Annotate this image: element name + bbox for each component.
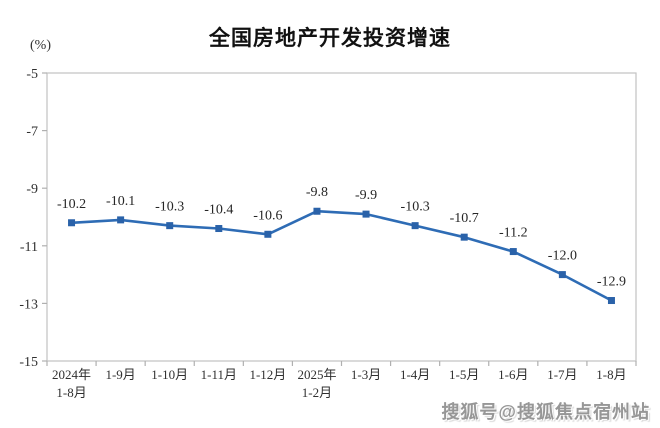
data-point-label: -10.2: [57, 197, 86, 212]
data-point-label: -10.6: [253, 208, 282, 223]
x-tick-label: 1-5月: [449, 367, 479, 382]
data-point-marker: [607, 297, 615, 305]
x-tick-label: 1-6月: [498, 367, 528, 382]
x-tick-label: 1-12月: [249, 367, 286, 382]
y-tick-label: -5: [26, 67, 38, 82]
data-point-marker: [264, 230, 272, 238]
y-axis-unit-label: (%): [30, 38, 51, 53]
data-point-marker: [411, 222, 419, 230]
data-point-marker: [68, 219, 76, 227]
x-tick-label: 1-10月: [151, 367, 188, 382]
data-point-label: -10.4: [204, 203, 233, 218]
x-tick-label: 1-7月: [547, 367, 577, 382]
data-point-label: -10.1: [106, 194, 135, 209]
x-tick-label: 1-9月: [105, 367, 135, 382]
plot-area-border: [46, 72, 637, 362]
x-tick-label: 1-8月: [596, 367, 626, 382]
data-point-marker: [117, 216, 125, 224]
x-tick-label: 2025年: [297, 367, 336, 382]
data-point-marker: [460, 233, 468, 241]
data-point-label: -10.3: [155, 200, 184, 215]
data-point-label: -9.8: [306, 185, 328, 200]
data-point-label: -9.9: [355, 188, 377, 203]
data-point-marker: [215, 225, 223, 233]
y-tick-label: -15: [19, 355, 38, 370]
x-tick-label: 1-2月: [302, 385, 332, 400]
data-point-marker: [509, 248, 517, 256]
y-tick-label: -13: [19, 297, 38, 312]
data-point-label: -11.2: [499, 226, 528, 241]
data-point-marker: [558, 271, 566, 279]
x-tick-label: 1-8月: [56, 385, 86, 400]
x-tick-label: 2024年: [52, 367, 91, 382]
data-point-marker: [362, 210, 370, 218]
chart-title: 全国房地产开发投资增速: [209, 27, 451, 50]
x-tick-label: 1-11月: [201, 367, 237, 382]
data-point-label: -10.7: [450, 211, 479, 226]
x-tick-label: 1-3月: [351, 367, 381, 382]
data-point-marker: [313, 207, 321, 215]
chart-line: [70, 209, 613, 302]
y-tick-label: -7: [26, 125, 38, 140]
data-point-label: -12.0: [548, 249, 577, 264]
data-point-label: -10.3: [401, 200, 430, 215]
watermark: 搜狐号@搜狐焦点宿州站: [441, 402, 650, 422]
y-tick-label: -9: [26, 182, 38, 197]
data-point-marker: [166, 222, 174, 230]
y-tick-label: -11: [20, 240, 38, 255]
data-point-label: -12.9: [597, 275, 626, 290]
x-tick-label: 1-4月: [400, 367, 430, 382]
